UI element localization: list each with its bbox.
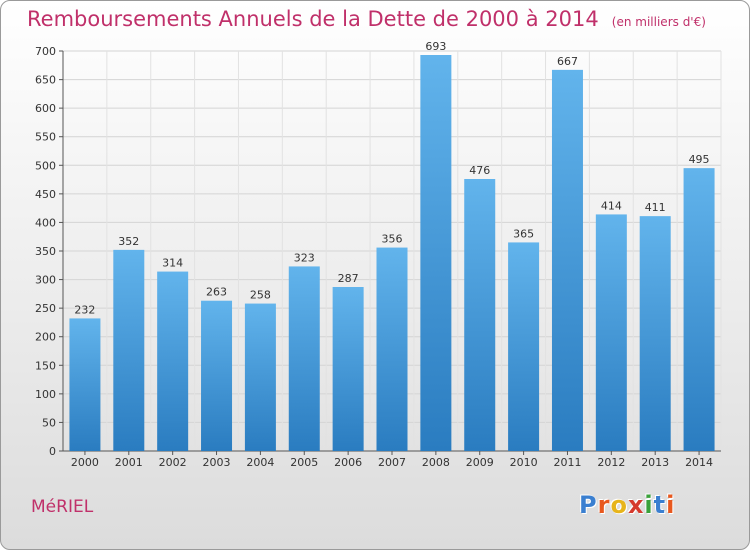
bar-value-label: 693 [425,40,446,53]
logo-letter: i [666,491,676,519]
x-tick-label: 2007 [378,456,406,469]
y-tick-label: 700 [35,45,56,58]
x-tick-label: 2001 [115,456,143,469]
bar-value-label: 258 [250,289,271,302]
bar [201,300,233,451]
x-tick-label: 2010 [510,456,538,469]
bar [376,247,408,451]
y-tick-label: 50 [42,416,56,429]
y-tick-label: 500 [35,159,56,172]
bar [595,214,627,451]
bar [157,271,189,451]
y-tick-label: 250 [35,302,56,315]
y-tick-label: 300 [35,274,56,287]
x-tick-label: 2008 [422,456,450,469]
commune-name: MéRIEL [31,497,94,517]
y-tick-label: 200 [35,331,56,344]
x-tick-label: 2013 [641,456,669,469]
bar-value-label: 232 [74,303,95,316]
bar [69,318,101,451]
bar-value-label: 667 [557,55,578,68]
logo-letter: r [597,491,611,519]
logo-letter: i [644,491,654,519]
bar-value-label: 414 [601,199,622,212]
bar-value-label: 365 [513,227,534,240]
bar [464,179,496,451]
bar [508,242,540,451]
x-tick-label: 2005 [290,456,318,469]
y-tick-label: 650 [35,74,56,87]
x-tick-label: 2012 [597,456,625,469]
x-tick-label: 2002 [159,456,187,469]
x-tick-label: 2004 [246,456,274,469]
y-tick-label: 100 [35,388,56,401]
logo-letter: t [653,491,667,519]
bar-value-label: 356 [382,233,403,246]
bar-value-label: 323 [294,251,315,264]
y-tick-label: 450 [35,188,56,201]
x-tick-label: 2011 [553,456,581,469]
x-tick-label: 2003 [203,456,231,469]
bar [113,249,145,451]
y-tick-label: 350 [35,245,56,258]
bar-value-label: 411 [645,201,666,214]
bar-value-label: 495 [689,153,710,166]
y-tick-label: 600 [35,102,56,115]
y-tick-label: 150 [35,359,56,372]
chart-title: Remboursements Annuels de la Dette de 20… [27,7,599,31]
x-tick-label: 2000 [71,456,99,469]
bar [288,266,320,451]
bar-value-label: 314 [162,257,183,270]
bar [639,216,671,451]
chart-title-block: Remboursements Annuels de la Dette de 20… [27,7,706,31]
bar [244,303,276,451]
bar-value-label: 476 [469,164,490,177]
bar [551,69,583,451]
y-tick-label: 550 [35,131,56,144]
y-tick-label: 0 [49,445,56,458]
bar-value-label: 352 [118,235,139,248]
proxiti-logo: Proxiti [579,491,675,519]
logo-letter: P [579,491,598,519]
chart-unit: (en milliers d'€) [611,15,706,29]
logo-letter: x [627,491,645,519]
y-tick-label: 400 [35,216,56,229]
bar [332,287,364,451]
logo-letter: o [610,491,628,519]
bar-value-label: 263 [206,286,227,299]
bar-value-label: 287 [338,272,359,285]
x-tick-label: 2009 [466,456,494,469]
bar [683,168,715,451]
x-tick-label: 2006 [334,456,362,469]
bar [420,55,452,451]
x-tick-label: 2014 [685,456,713,469]
